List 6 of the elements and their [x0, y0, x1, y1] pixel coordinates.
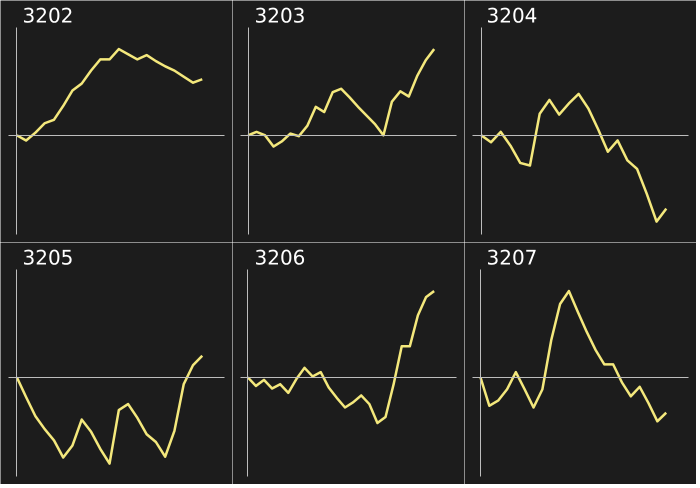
chart-title: 3202	[22, 4, 74, 28]
chart-title: 3207	[486, 246, 538, 270]
chart-title: 3204	[486, 4, 538, 28]
chart-title: 3205	[22, 246, 74, 270]
chart-title: 3203	[254, 4, 306, 28]
chart-title: 3206	[254, 246, 306, 270]
